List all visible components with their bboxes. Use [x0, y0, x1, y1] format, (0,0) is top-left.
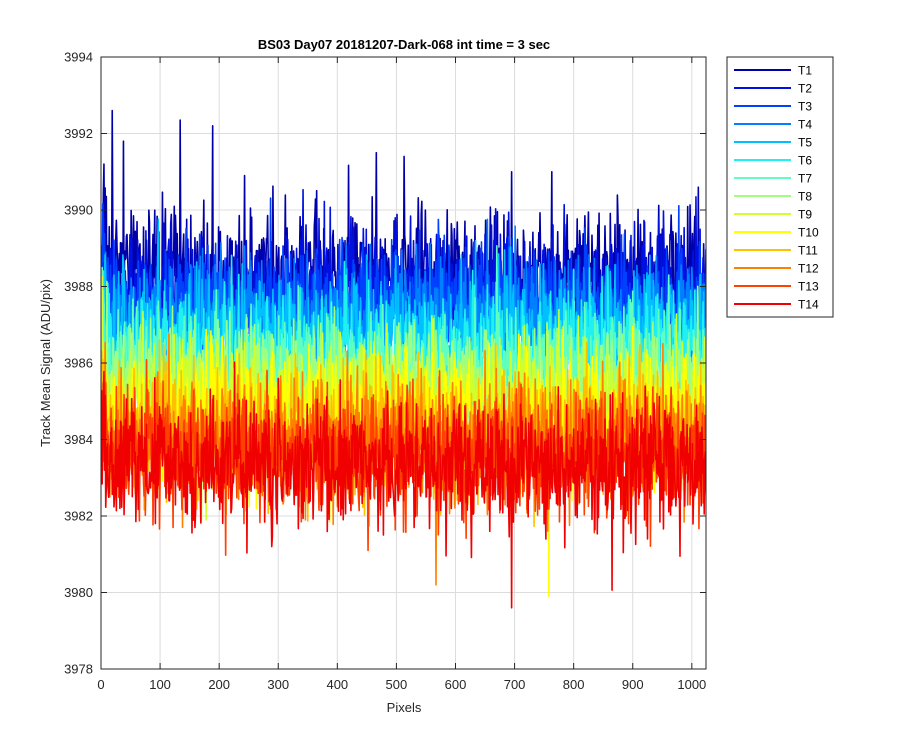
legend-label-t7: T7	[798, 172, 812, 186]
legend-label-t12: T12	[798, 262, 819, 276]
x-tick-label: 0	[97, 677, 104, 692]
y-tick-label: 3990	[64, 203, 93, 218]
y-axis-label: Track Mean Signal (ADU/pix)	[38, 279, 53, 447]
y-tick-label: 3982	[64, 509, 93, 524]
legend-label-t13: T13	[798, 280, 819, 294]
legend-label-t2: T2	[798, 82, 812, 96]
x-tick-label: 300	[267, 677, 289, 692]
axis-ticks: 0 100 200 300 400 500 600 700 800 900 1000 3978 3980…	[64, 50, 706, 693]
y-tick-label: 3992	[64, 126, 93, 141]
y-tick-label: 3980	[64, 585, 93, 600]
x-tick-label: 900	[622, 677, 644, 692]
legend-label-t9: T9	[798, 208, 812, 222]
x-tick-label: 400	[326, 677, 348, 692]
x-tick-label: 800	[563, 677, 585, 692]
legend-label-t10: T10	[798, 226, 819, 240]
x-tick-label: 100	[149, 677, 171, 692]
legend-label-t14: T14	[798, 298, 819, 312]
chart-title: BS03 Day07 20181207-Dark-068 int time = …	[258, 37, 550, 52]
legend-label-t1: T1	[798, 64, 812, 78]
legend-label-t11: T11	[798, 244, 818, 258]
y-tick-label: 3988	[64, 279, 93, 294]
y-tick-label: 3986	[64, 356, 93, 371]
x-tick-label: 200	[208, 677, 230, 692]
x-tick-label: 700	[504, 677, 526, 692]
legend-label-t3: T3	[798, 100, 812, 114]
legend-box	[726, 56, 834, 318]
legend: T1 T2 T3 T4 T5 T6 T7 T8 T9 T10 T11 T12 T13 T14	[726, 56, 834, 318]
legend-label-t6: T6	[798, 154, 812, 168]
series-lines	[101, 109, 706, 609]
legend-label-t8: T8	[798, 190, 812, 204]
y-tick-label: 3994	[64, 50, 93, 65]
legend-label-t5: T5	[798, 136, 812, 150]
x-tick-label: 500	[386, 677, 408, 692]
series-line-t14	[101, 361, 706, 609]
x-tick-label: 1000	[677, 677, 706, 692]
y-tick-label: 3984	[64, 432, 93, 447]
legend-label-t4: T4	[798, 118, 812, 132]
y-tick-label: 3978	[64, 662, 93, 677]
x-tick-label: 600	[445, 677, 467, 692]
x-axis-label: Pixels	[387, 700, 422, 715]
